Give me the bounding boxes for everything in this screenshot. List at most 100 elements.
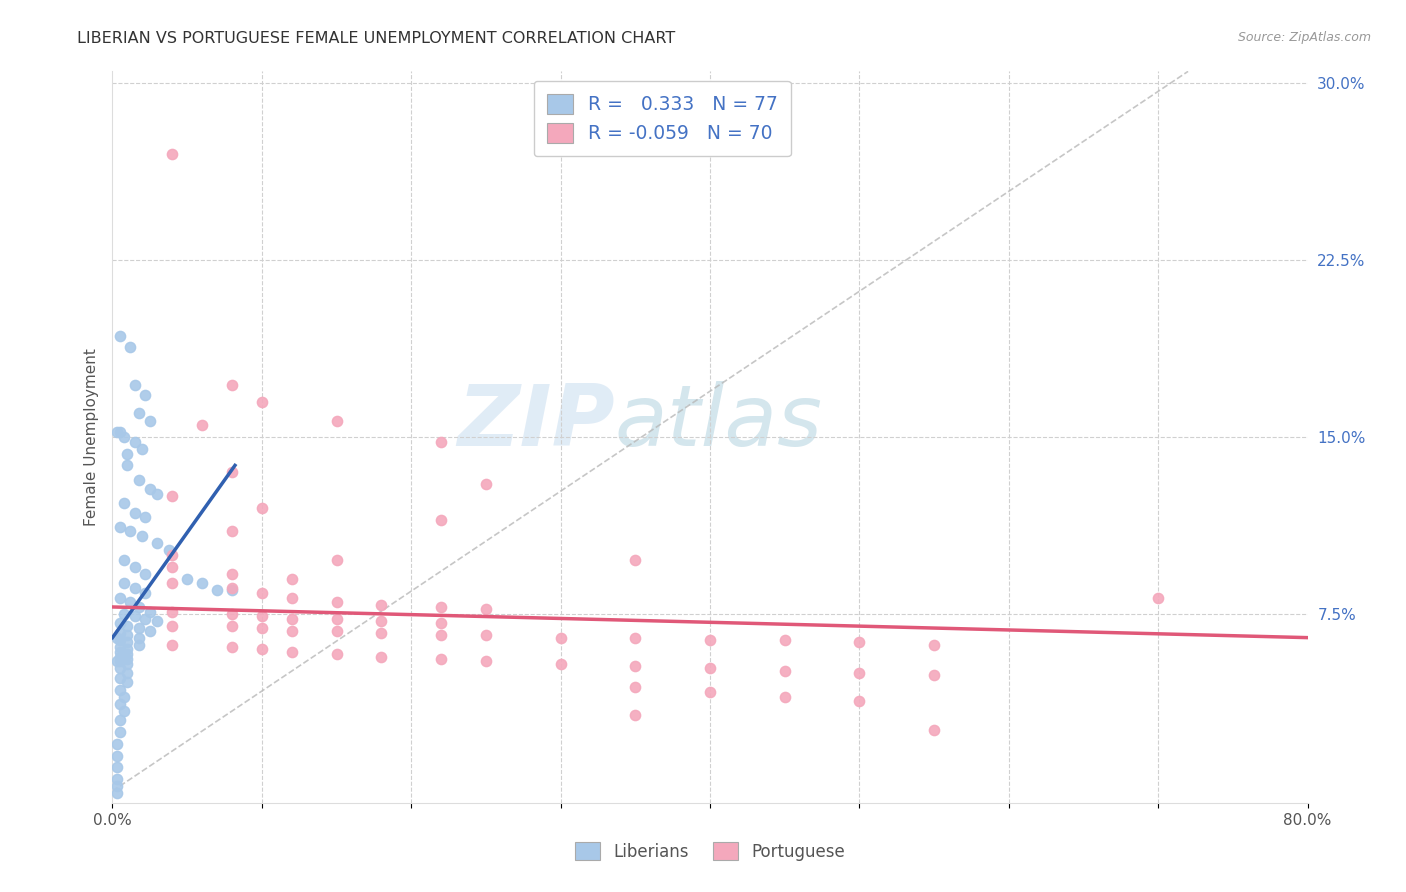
Legend: Liberians, Portuguese: Liberians, Portuguese (568, 836, 852, 868)
Y-axis label: Female Unemployment: Female Unemployment (83, 348, 98, 526)
Point (108, 632, 131, 647)
Point (108, 661, 131, 675)
Point (114, 576, 135, 591)
Point (250, 642, 273, 657)
Point (430, 628, 453, 642)
Point (117, 652, 139, 666)
Point (922, 638, 945, 652)
Point (250, 621, 273, 635)
Point (134, 566, 156, 581)
Point (117, 675, 139, 690)
Point (281, 624, 304, 638)
Point (108, 671, 131, 685)
Point (922, 723, 945, 737)
Point (117, 642, 139, 657)
Point (105, 654, 128, 668)
Point (281, 612, 304, 626)
Point (176, 572, 198, 586)
Point (250, 394, 273, 409)
Point (108, 645, 131, 659)
Point (108, 682, 131, 697)
Point (108, 328, 131, 343)
Point (162, 489, 183, 503)
Point (430, 616, 453, 631)
Point (117, 635, 139, 649)
Point (128, 638, 150, 652)
Point (848, 694, 870, 708)
Point (550, 657, 572, 671)
Point (624, 659, 647, 673)
Point (128, 631, 150, 645)
Point (370, 626, 392, 640)
Point (430, 513, 453, 527)
Point (157, 543, 180, 558)
Point (105, 631, 128, 645)
Point (325, 595, 347, 609)
Point (105, 786, 128, 800)
Point (131, 529, 153, 543)
Point (281, 572, 304, 586)
Point (191, 576, 214, 591)
Point (699, 685, 721, 699)
Point (773, 664, 796, 678)
Point (325, 553, 347, 567)
Point (128, 621, 150, 635)
Point (108, 626, 131, 640)
Point (162, 559, 183, 574)
Point (281, 645, 304, 659)
Point (139, 624, 162, 638)
Point (124, 378, 146, 392)
Point (117, 657, 139, 671)
Point (250, 500, 273, 515)
Point (162, 548, 183, 562)
Point (370, 614, 392, 628)
Point (146, 614, 169, 628)
Point (105, 748, 128, 763)
Point (221, 619, 243, 633)
Point (922, 668, 945, 682)
Point (699, 661, 721, 675)
Point (108, 725, 131, 739)
Point (114, 496, 135, 510)
Point (139, 605, 162, 619)
Point (124, 506, 146, 520)
Point (114, 690, 135, 704)
Point (124, 581, 146, 595)
Point (1147, 591, 1170, 605)
Point (108, 654, 131, 668)
Point (325, 647, 347, 661)
Point (430, 599, 453, 614)
Point (105, 779, 128, 793)
Point (250, 586, 273, 600)
Point (475, 602, 498, 616)
Point (117, 447, 139, 461)
Point (124, 559, 146, 574)
Point (134, 612, 156, 626)
Point (124, 609, 146, 624)
Point (325, 624, 347, 638)
Point (108, 425, 131, 440)
Point (108, 616, 131, 631)
Text: LIBERIAN VS PORTUGUESE FEMALE UNEMPLOYMENT CORRELATION CHART: LIBERIAN VS PORTUGUESE FEMALE UNEMPLOYME… (77, 31, 675, 46)
Point (430, 434, 453, 449)
Point (624, 708, 647, 723)
Point (105, 425, 128, 440)
Point (117, 666, 139, 681)
Point (550, 631, 572, 645)
Point (134, 387, 156, 401)
Point (108, 520, 131, 534)
Point (162, 619, 183, 633)
Point (848, 666, 870, 681)
Point (221, 524, 243, 539)
Text: ZIP: ZIP (457, 381, 614, 464)
Point (221, 466, 243, 480)
Point (475, 628, 498, 642)
Point (848, 635, 870, 649)
Point (624, 553, 647, 567)
Point (139, 482, 162, 496)
Point (250, 609, 273, 624)
Point (105, 760, 128, 774)
Point (114, 553, 135, 567)
Point (475, 477, 498, 491)
Point (191, 418, 214, 433)
